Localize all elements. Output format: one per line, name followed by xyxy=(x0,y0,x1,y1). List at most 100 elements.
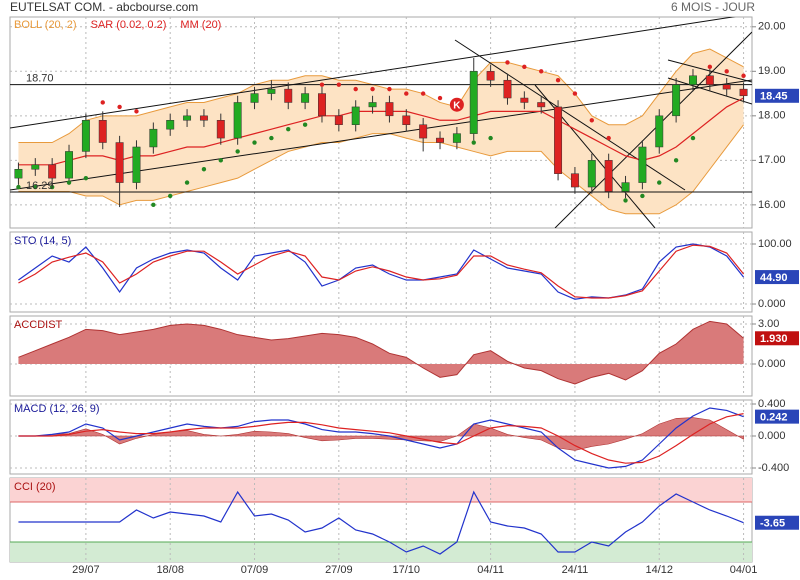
y-tick-label: 0.000 xyxy=(758,358,786,370)
sar-dot xyxy=(505,60,510,65)
candle-body xyxy=(570,173,579,188)
area-line xyxy=(18,320,744,385)
bollinger-lower xyxy=(18,124,744,215)
y-tick-label: 17.00 xyxy=(758,154,786,166)
sar-dot xyxy=(657,180,662,185)
zone xyxy=(10,478,752,502)
candle-body xyxy=(65,151,73,179)
sar-dot xyxy=(201,167,207,172)
sar-dot xyxy=(404,91,409,96)
sar-dot xyxy=(640,193,645,199)
candle-body xyxy=(739,88,748,97)
sar-dot xyxy=(589,118,594,123)
sar-dot xyxy=(420,91,426,96)
sar-dot xyxy=(83,175,89,181)
sar-dot xyxy=(741,73,746,78)
last-value-label: -3.65 xyxy=(760,518,785,530)
series-line xyxy=(18,490,744,555)
candle-body xyxy=(385,102,394,117)
candle-body xyxy=(351,106,360,125)
sar-dot xyxy=(707,64,713,70)
candle-body xyxy=(199,115,208,121)
candle-body xyxy=(14,168,23,179)
last-value-box xyxy=(755,270,799,285)
sar-dot xyxy=(184,180,190,185)
chart-title: EUTELSAT COM. - abcbourse.com xyxy=(10,0,198,14)
y-tick-label: 0.000 xyxy=(758,298,786,310)
candle-body xyxy=(250,93,259,103)
legend-entry: MM (20) xyxy=(180,19,221,31)
candle-body xyxy=(554,106,563,174)
sar-dot xyxy=(387,86,392,92)
candle-body xyxy=(98,120,107,143)
y-tick-label: 0.000 xyxy=(758,430,786,442)
plot-area xyxy=(10,17,752,228)
chart-subtitle: 6 MOIS - JOUR xyxy=(671,0,755,14)
sar-dot xyxy=(49,184,55,190)
histogram xyxy=(18,417,744,451)
panel-title: ACCDIST xyxy=(14,319,63,331)
y-tick-label: 19.00 xyxy=(758,65,786,77)
sar-dot xyxy=(370,86,375,92)
bollinger-upper xyxy=(18,48,744,144)
sar-dot xyxy=(33,184,38,190)
plot-area xyxy=(10,400,752,474)
sar-dot xyxy=(623,198,628,203)
candle-body xyxy=(621,182,630,192)
candle-body xyxy=(48,164,57,179)
sar-dot xyxy=(690,135,696,141)
last-value-label: 1.930 xyxy=(760,333,788,345)
candle-body xyxy=(132,146,141,183)
candle-body xyxy=(402,115,411,125)
legend-entry: SAR (0.02, 0.2) xyxy=(91,19,167,31)
candle-body xyxy=(368,102,377,108)
candle-body xyxy=(284,88,293,103)
candle-body xyxy=(81,120,90,152)
annotation-marker xyxy=(449,97,464,112)
area xyxy=(18,321,744,384)
sar-dot xyxy=(673,158,679,163)
candle-body xyxy=(672,84,681,117)
y-tick-label: 0.400 xyxy=(758,398,786,410)
plot-area xyxy=(10,316,752,396)
zone xyxy=(10,542,752,562)
candle-body xyxy=(705,75,714,85)
candle-body xyxy=(166,120,175,130)
sar-dot xyxy=(724,69,729,74)
candle-body xyxy=(469,71,478,134)
candle-body xyxy=(267,88,276,94)
candle-body xyxy=(638,146,647,183)
candle-body xyxy=(587,160,596,188)
series-line xyxy=(18,407,744,469)
x-tick-label: 29/07 xyxy=(72,564,100,576)
sar-dot xyxy=(572,91,578,96)
x-tick-label: 27/09 xyxy=(325,564,353,576)
trend-line xyxy=(554,31,752,228)
candle-body xyxy=(722,84,731,90)
sar-dot xyxy=(522,64,527,70)
y-tick-label: 20.00 xyxy=(758,21,786,33)
candle-body xyxy=(149,128,158,148)
y-tick-label: 3.00 xyxy=(758,318,779,330)
y-tick-label: 18.00 xyxy=(758,110,786,122)
series-line xyxy=(18,413,744,464)
plot-area xyxy=(10,478,752,562)
candle-body xyxy=(436,137,444,143)
candle-body xyxy=(520,97,529,103)
sar-dot xyxy=(269,135,274,141)
candle-body xyxy=(689,75,697,85)
sar-dot xyxy=(100,100,105,105)
x-tick-label: 18/08 xyxy=(156,564,184,576)
candle-body xyxy=(419,124,428,139)
sar-dot xyxy=(488,135,493,141)
sar-dot xyxy=(539,69,544,74)
trend-line xyxy=(454,39,686,191)
candle-body xyxy=(503,79,512,99)
candle-body xyxy=(604,160,613,192)
candle-body xyxy=(216,120,225,139)
level-label: 18.70 xyxy=(26,73,54,85)
sar-dot xyxy=(319,82,325,87)
sar-dot xyxy=(16,184,21,190)
candle-body xyxy=(318,93,326,117)
